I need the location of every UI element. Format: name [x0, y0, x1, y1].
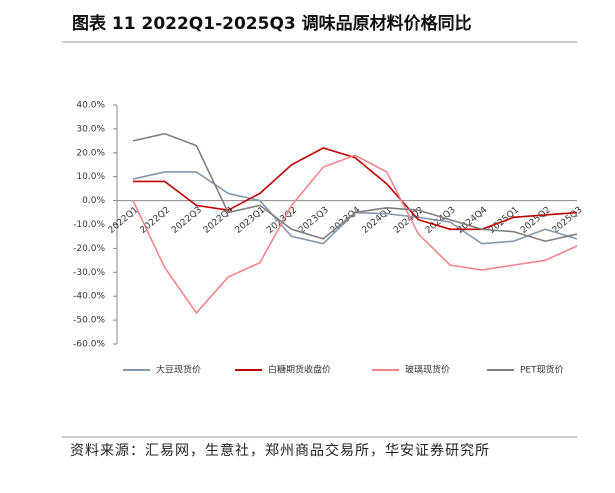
- y-tick-label: 40.0%: [76, 101, 105, 111]
- legend-label: 白糖期货收盘价: [268, 364, 331, 376]
- x-tick-label: 2025Q2: [519, 205, 553, 236]
- x-tick-label: 2022Q1: [107, 205, 141, 236]
- y-tick-label: -30.0%: [73, 268, 105, 278]
- legend-label: 玻璃现货价: [405, 364, 450, 376]
- x-tick-label: 2022Q3: [170, 205, 204, 236]
- y-tick-label: -60.0%: [73, 340, 105, 350]
- y-tick-label: -10.0%: [73, 220, 105, 230]
- y-tick-label: -20.0%: [73, 244, 105, 254]
- y-tick-label: 0.0%: [82, 196, 105, 206]
- y-tick-label: 20.0%: [76, 148, 105, 158]
- y-tick-label: 10.0%: [76, 172, 105, 182]
- y-tick-label: 30.0%: [76, 124, 105, 134]
- y-tick-label: -40.0%: [73, 292, 105, 302]
- series-line: [132, 132, 578, 243]
- legend-label: PET现货价: [520, 364, 564, 376]
- x-tick-label: 2023Q2: [265, 205, 299, 236]
- y-tick-label: -50.0%: [73, 316, 105, 326]
- source-note: 资料来源：汇易网，生意社，郑州商品交易所，华安证券研究所: [70, 443, 490, 459]
- x-tick-label: 2022Q2: [138, 205, 172, 236]
- series-line: [132, 154, 578, 315]
- x-tick-label: 2025Q3: [551, 205, 585, 236]
- series-line: [133, 147, 578, 231]
- x-tick-label: 2024Q4: [456, 205, 490, 236]
- chart-title: 图表 11 2022Q1-2025Q3 调味品原材料价格同比: [72, 13, 472, 34]
- legend-label: 大豆现货价: [156, 364, 201, 376]
- x-tick-label: 2023Q3: [297, 205, 331, 236]
